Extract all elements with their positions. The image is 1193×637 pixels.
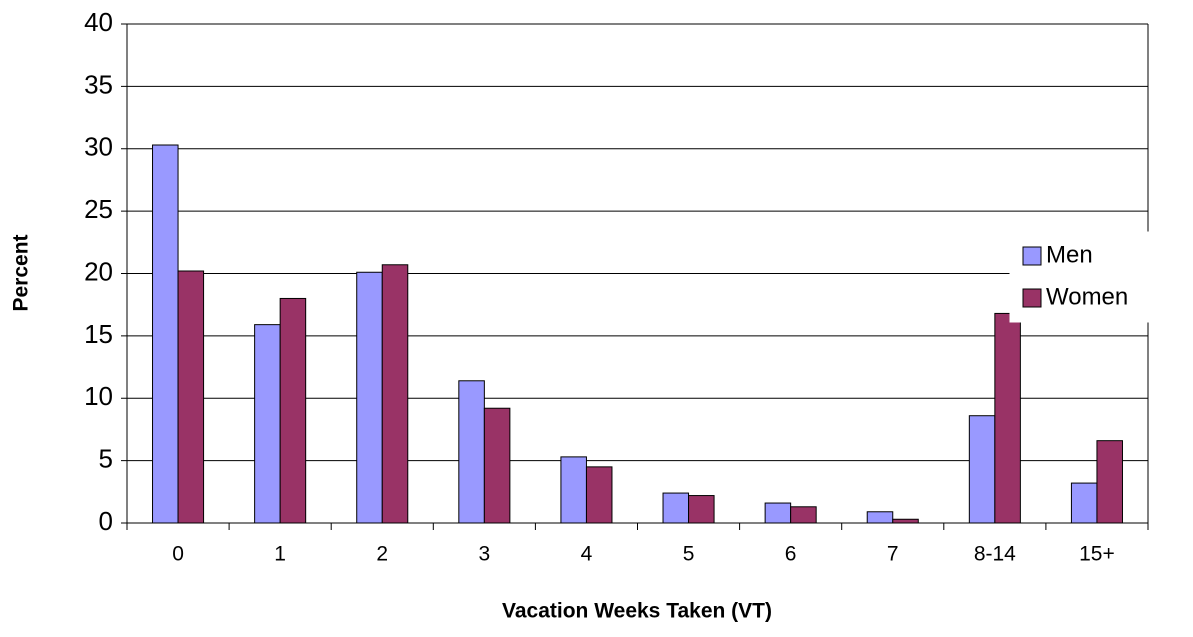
bar [152,144,179,524]
bar [662,492,690,524]
bar [994,312,1021,524]
x-tick-label: 3 [479,543,491,566]
bar [892,518,919,524]
x-axis-title: Vacation Weeks Taken (VT) [502,600,772,623]
bar [968,415,996,524]
bar [764,502,792,524]
bar [381,264,409,524]
y-tick-label: 30 [84,132,113,162]
legend-swatch [1022,246,1042,266]
bar [483,407,511,524]
x-tick-label: 6 [785,543,797,566]
bar [177,270,205,524]
y-tick-label: 10 [84,381,113,411]
bar [254,324,281,524]
x-tick-label: 2 [376,543,388,566]
bar [1096,440,1123,524]
bar [458,380,485,524]
legend-label: Men [1046,241,1093,268]
bar [560,456,587,524]
y-tick-label: 15 [84,319,113,349]
bar [356,271,383,524]
bar [790,506,817,524]
x-tick-label: 4 [581,543,593,566]
x-tick-label: 7 [887,543,899,566]
bar [279,297,307,524]
y-tick-label: 25 [84,194,113,224]
legend-label: Women [1046,283,1128,310]
y-tick-label: 0 [99,506,113,536]
bar [688,495,715,524]
y-tick-label: 40 [84,7,113,37]
bar [585,466,613,524]
x-tick-label: 8-14 [974,543,1016,566]
y-axis-title: Percent [10,234,33,311]
x-tick-label: 15+ [1079,543,1115,566]
y-tick-label: 35 [84,69,113,99]
x-tick-label: 5 [683,543,695,566]
bar [866,511,894,524]
legend-swatch [1022,288,1042,308]
x-tick-label: 0 [172,543,184,566]
x-tick-label: 1 [274,543,286,566]
y-tick-label: 5 [99,444,113,474]
y-tick-label: 20 [84,256,113,286]
bar [1070,482,1098,524]
